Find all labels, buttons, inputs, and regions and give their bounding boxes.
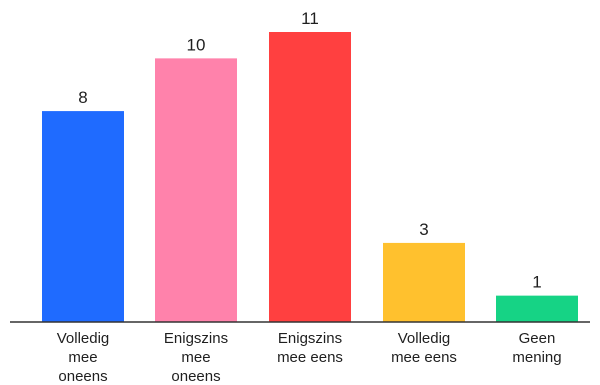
value-labels-group: 8 10 11 3 1 (78, 9, 541, 292)
bar-3 (383, 242, 465, 322)
x-tick-label-0-line-1: mee (68, 349, 97, 366)
bar-4 (496, 295, 578, 322)
x-tick-label-3: Volledig mee eens (391, 330, 457, 366)
x-tick-label-0-line-2: oneens (58, 368, 107, 385)
bar-0 (42, 111, 124, 322)
value-label-0: 8 (78, 88, 87, 107)
x-tick-label-3-line-1: mee eens (391, 349, 457, 366)
x-tick-label-1-line-1: mee (181, 349, 210, 366)
x-tick-label-4: Geen mening (512, 330, 561, 366)
value-label-1: 10 (187, 35, 206, 54)
bars-group (42, 32, 578, 322)
x-tick-label-0: Volledig mee oneens (57, 330, 110, 385)
x-tick-label-0-line-0: Volledig (57, 330, 110, 347)
value-label-3: 3 (419, 220, 428, 239)
x-tick-label-2: Enigszins mee eens (277, 330, 343, 366)
x-tick-label-3-line-0: Volledig (398, 330, 451, 347)
value-label-4: 1 (532, 273, 541, 292)
x-tick-label-2-line-0: Enigszins (278, 330, 342, 347)
x-tick-label-1-line-2: oneens (171, 368, 220, 385)
x-tick-label-1: Enigszins mee oneens (164, 330, 228, 385)
value-label-2: 11 (301, 9, 319, 28)
bar-1 (155, 58, 237, 322)
x-tick-label-4-line-1: mening (512, 349, 561, 366)
x-tick-label-1-line-0: Enigszins (164, 330, 228, 347)
bar-2 (269, 32, 351, 322)
x-tick-label-4-line-0: Geen (519, 330, 556, 347)
x-tick-label-2-line-1: mee eens (277, 349, 343, 366)
